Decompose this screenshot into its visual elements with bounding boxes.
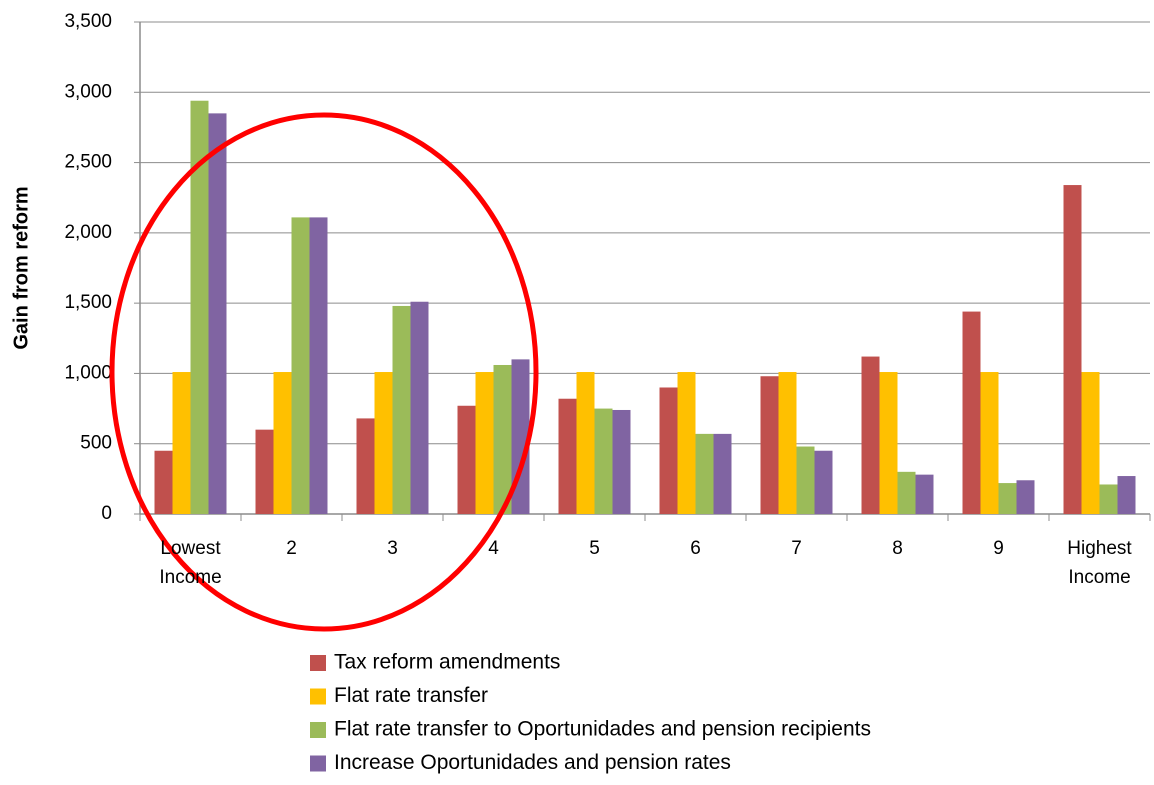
x-tick-label: 2 — [286, 538, 297, 559]
legend-swatch — [310, 755, 326, 772]
y-axis-label: Gain from reform — [10, 186, 32, 349]
bar — [154, 450, 173, 514]
bar — [457, 405, 476, 514]
x-tick-label: 6 — [690, 538, 701, 559]
x-tick-label: 9 — [993, 538, 1004, 559]
y-tick-label: 2,500 — [64, 152, 112, 173]
bar — [576, 372, 595, 514]
y-tick-label: 3,500 — [64, 11, 112, 32]
x-tick-label: Lowest Income — [159, 538, 222, 588]
bar — [273, 372, 292, 514]
bar — [356, 418, 375, 514]
bar — [1081, 372, 1100, 514]
bar — [796, 446, 815, 514]
bar — [309, 217, 328, 514]
legend-swatch — [310, 688, 326, 705]
bar — [410, 301, 429, 514]
bar — [962, 311, 981, 514]
bar — [291, 217, 310, 514]
bar — [475, 372, 494, 514]
x-tick-label: 3 — [387, 538, 398, 559]
bar — [778, 372, 797, 514]
bar — [998, 483, 1017, 514]
legend-swatch — [310, 722, 326, 738]
x-tick-label: 5 — [589, 538, 600, 559]
bar — [255, 429, 274, 514]
bar — [1099, 484, 1118, 514]
bar — [208, 113, 227, 514]
legend-swatch — [310, 655, 326, 671]
x-tick-label: 4 — [488, 538, 499, 559]
bar — [493, 364, 512, 514]
bar — [760, 376, 779, 514]
bar — [713, 433, 732, 514]
bar — [190, 100, 209, 514]
legend-label: Flat rate transfer — [334, 684, 488, 707]
bar — [659, 387, 678, 514]
legend-label: Flat rate transfer to Oportunidades and … — [334, 718, 871, 741]
y-tick-label: 500 — [80, 433, 112, 454]
legend-label: Tax reform amendments — [334, 651, 560, 674]
x-tick-label: Highest Income — [1067, 538, 1132, 588]
bar — [172, 372, 191, 514]
bar — [879, 372, 898, 514]
highlight-ellipse — [109, 112, 539, 632]
bar — [558, 398, 577, 514]
bar — [915, 474, 934, 514]
bar — [677, 372, 696, 514]
bar — [695, 433, 714, 514]
y-tick-label: 3,000 — [64, 81, 112, 102]
y-tick-label: 1,500 — [64, 292, 112, 313]
x-tick-label: 7 — [791, 538, 802, 559]
bar — [861, 356, 880, 514]
x-tick-label: 8 — [892, 538, 903, 559]
bar — [980, 372, 999, 514]
bar — [374, 372, 393, 514]
bar — [1063, 185, 1082, 514]
y-tick-label: 2,000 — [64, 222, 112, 243]
bar — [594, 408, 613, 514]
bar — [1016, 480, 1035, 514]
y-tick-label: 1,000 — [64, 362, 112, 383]
bar — [1117, 476, 1136, 514]
bar — [392, 305, 411, 514]
bar — [814, 450, 833, 514]
legend-label: Increase Oportunidades and pension rates — [334, 751, 731, 774]
y-tick-label: 0 — [101, 503, 112, 524]
bar — [897, 471, 916, 514]
bar — [612, 409, 631, 514]
